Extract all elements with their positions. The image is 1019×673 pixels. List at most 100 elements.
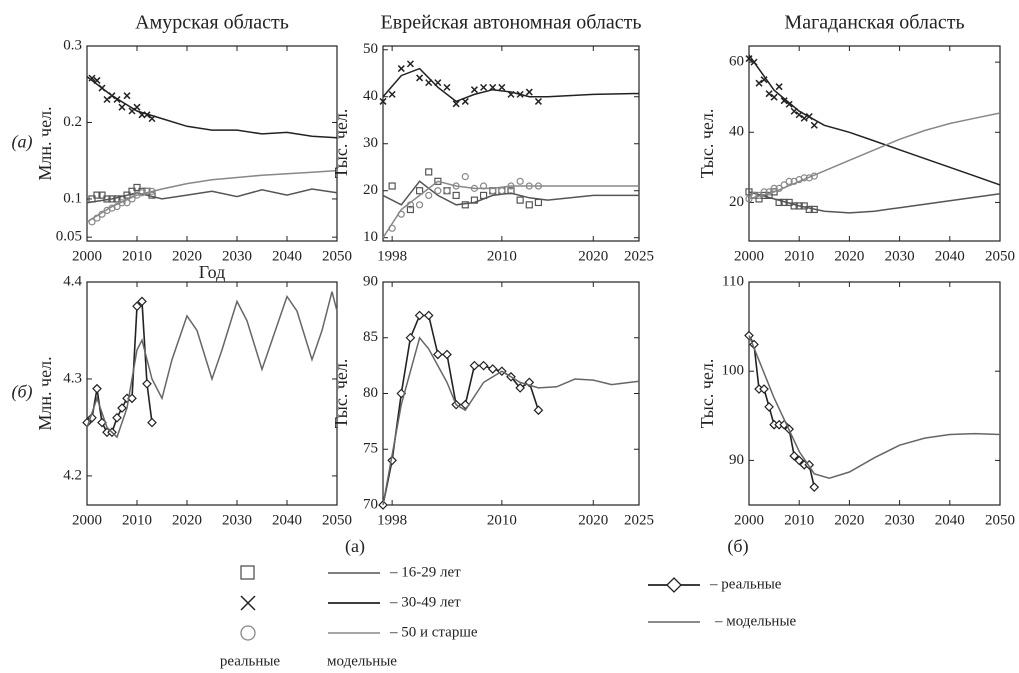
- x-tick-label: 1998: [377, 248, 407, 264]
- x-tick-label: 2050: [322, 512, 352, 528]
- x-tick-label: 2025: [624, 512, 654, 528]
- marker-square: [770, 188, 778, 196]
- legend-label: – 16-29 лет: [389, 564, 461, 580]
- y-tick-label: 10: [363, 229, 378, 245]
- marker-cross: [123, 92, 131, 100]
- x-tick-label: 2010: [122, 512, 152, 528]
- marker-square: [775, 198, 783, 207]
- x-tick-label: 2000: [72, 512, 102, 528]
- panel: 2000 2010 2020 2030 2040 2050 90 100 110 Тыс. чел…: [697, 273, 1015, 528]
- marker-circle: [461, 173, 469, 181]
- y-tick-label: 0.1: [63, 190, 82, 206]
- panel-title: Магаданская область: [784, 12, 964, 34]
- x-tick-label: 2030: [885, 248, 915, 264]
- series-line: [748, 54, 1001, 186]
- y-tick-label: 0.05: [56, 229, 82, 245]
- y-tick-label: 100: [722, 363, 745, 379]
- x-tick-label: 2030: [222, 248, 252, 264]
- marker-square: [425, 168, 433, 176]
- panel-title: Еврейская автономная область: [381, 12, 642, 34]
- marker-cross: [800, 114, 808, 122]
- y-tick-label: 4.4: [63, 273, 82, 289]
- x-tick-label: 2040: [272, 512, 302, 528]
- marker-diamond: [442, 349, 452, 360]
- panel: 2000 2010 2020 2030 2040 2050204060Магаданска…: [697, 12, 1015, 265]
- series-line: [748, 335, 1001, 479]
- y-tick-label: 75: [363, 441, 378, 457]
- y-tick-label: 50: [363, 41, 378, 57]
- marker-diamond: [132, 301, 142, 312]
- series-line: [86, 188, 338, 204]
- marker-diamond: [469, 360, 480, 371]
- x-tick-label: 2000: [72, 248, 102, 264]
- panel: 2000 2010 2020 2030 2040 2050 0.05 0.1 0.2 0.3 Аму…: [12, 12, 353, 283]
- x-tick-label: 2010: [122, 248, 152, 264]
- legend-cross: [240, 595, 256, 611]
- x-tick-label: 2020: [578, 248, 608, 264]
- plot-frame: [748, 281, 1001, 506]
- y-axis-label: Тыс. чел.: [697, 359, 717, 429]
- marker-cross: [470, 86, 478, 94]
- x-tick-label: 2010: [784, 248, 814, 264]
- legend-label: – 30-49 лет: [389, 594, 461, 610]
- y-tick-label: 90: [363, 273, 378, 289]
- marker-diamond: [112, 412, 122, 423]
- marker-diamond: [487, 364, 498, 374]
- x-tick-label: 2040: [935, 248, 965, 264]
- caption-a: (а): [345, 536, 365, 557]
- legend-caption: модельные: [327, 653, 397, 669]
- panel: 1998 2010 2020 2025 70 75 80 85 90 Тыс. чел.: [331, 273, 654, 528]
- y-axis-label: Млн. чел.: [35, 356, 55, 430]
- marker-circle: [750, 191, 758, 200]
- marker-cross: [103, 95, 111, 104]
- x-tick-label: 2020: [172, 512, 202, 528]
- legend-diamond: [666, 577, 682, 593]
- marker-diamond: [533, 405, 544, 416]
- marker-square: [452, 191, 460, 200]
- y-tick-label: 70: [363, 496, 378, 512]
- marker-cross: [785, 100, 793, 108]
- y-tick-label: 20: [729, 194, 744, 210]
- marker-diamond: [142, 378, 152, 389]
- x-tick-label: 2030: [222, 512, 252, 528]
- series-line: [86, 299, 153, 434]
- row-label: (а): [12, 132, 33, 153]
- y-axis-label: Тыс. чел.: [331, 359, 351, 429]
- marker-square: [98, 191, 106, 199]
- x-axis-label: Год: [199, 262, 225, 282]
- x-tick-label: 2020: [834, 512, 864, 528]
- marker-square: [525, 201, 533, 209]
- marker-diamond: [759, 384, 769, 394]
- marker-cross: [525, 88, 533, 96]
- legend-label: – реальные: [709, 576, 782, 592]
- x-tick-label: 2020: [172, 248, 202, 264]
- marker-circle: [498, 187, 506, 195]
- y-axis-label: Тыс. чел.: [697, 109, 717, 179]
- x-tick-label: 2000: [734, 248, 764, 264]
- marker-diamond: [789, 451, 800, 461]
- marker-cross: [397, 65, 405, 73]
- y-tick-label: 20: [363, 182, 378, 198]
- y-axis-label: Млн. чел.: [35, 106, 55, 180]
- series-line: [748, 112, 1001, 200]
- marker-square: [516, 196, 524, 204]
- y-tick-label: 0.2: [63, 114, 82, 130]
- x-tick-label: 2010: [487, 248, 517, 264]
- y-tick-label: 40: [729, 124, 744, 140]
- marker-diamond: [117, 403, 127, 413]
- series-line: [382, 336, 640, 506]
- y-tick-label: 85: [363, 329, 378, 345]
- y-tick-label: 60: [729, 54, 744, 70]
- marker-cross: [780, 97, 788, 105]
- marker-cross: [388, 90, 396, 98]
- caption-b: (б): [727, 536, 748, 557]
- marker-diamond: [92, 383, 102, 394]
- marker-cross: [775, 83, 783, 91]
- y-tick-label: 0.3: [63, 37, 82, 53]
- marker-diamond: [478, 360, 489, 371]
- marker-cross: [118, 103, 126, 111]
- x-tick-label: 2010: [784, 512, 814, 528]
- marker-diamond: [414, 310, 425, 321]
